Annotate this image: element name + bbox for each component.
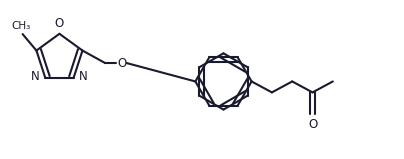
Text: O: O: [117, 57, 126, 69]
Text: N: N: [31, 70, 40, 83]
Text: CH₃: CH₃: [11, 21, 30, 31]
Text: O: O: [308, 118, 317, 131]
Text: O: O: [55, 17, 64, 30]
Text: N: N: [79, 70, 88, 83]
